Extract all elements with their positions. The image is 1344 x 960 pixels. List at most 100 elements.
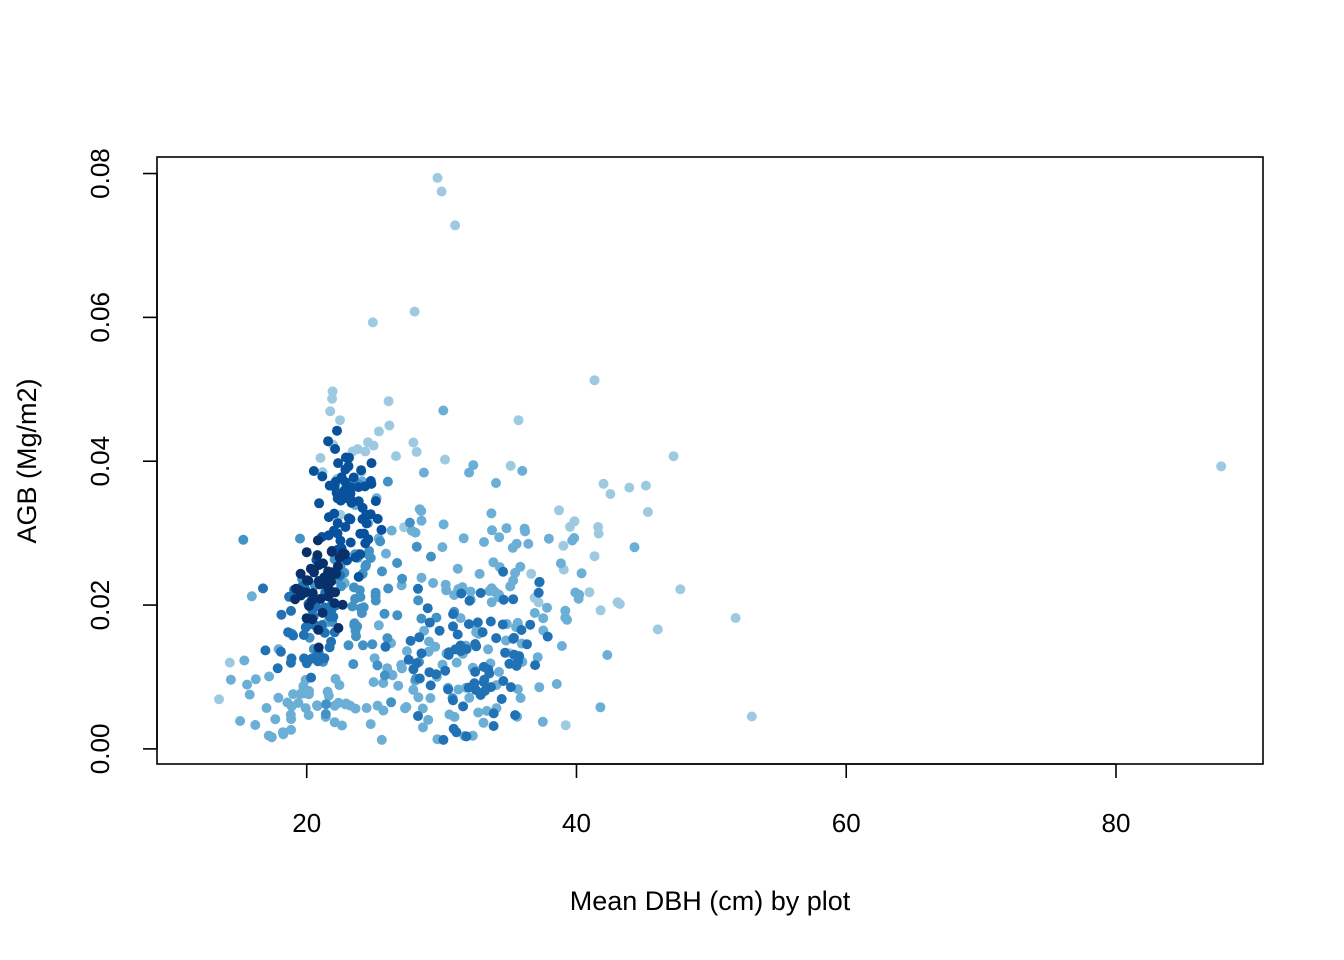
x-tick-label: 40 xyxy=(562,808,591,838)
data-point xyxy=(334,680,345,691)
data-point xyxy=(605,489,616,499)
data-point xyxy=(595,702,606,713)
data-point xyxy=(515,561,526,572)
data-point xyxy=(270,714,281,725)
data-point xyxy=(668,451,679,462)
data-point xyxy=(286,724,296,735)
data-point xyxy=(345,537,356,548)
data-point xyxy=(436,186,447,197)
data-point xyxy=(1216,461,1227,472)
data-point xyxy=(307,588,318,599)
data-point xyxy=(570,587,581,598)
data-point xyxy=(273,692,284,703)
data-point xyxy=(370,496,381,507)
data-point xyxy=(560,605,571,616)
data-point xyxy=(372,700,383,711)
data-point xyxy=(461,731,472,742)
data-point xyxy=(523,538,534,549)
data-point xyxy=(320,709,331,719)
data-point xyxy=(275,646,286,657)
data-point xyxy=(321,699,332,710)
data-point xyxy=(477,627,488,638)
data-point xyxy=(598,478,609,489)
x-tick-label: 20 xyxy=(292,808,321,838)
data-point xyxy=(306,672,317,683)
data-point xyxy=(263,730,274,741)
data-point xyxy=(312,550,323,561)
data-point xyxy=(463,619,474,630)
data-point xyxy=(413,583,423,594)
data-point xyxy=(370,587,381,598)
y-tick-label: 0.08 xyxy=(85,148,115,199)
data-point xyxy=(323,512,334,523)
data-point xyxy=(455,640,466,651)
data-point xyxy=(453,684,464,695)
data-point xyxy=(428,578,439,588)
data-point xyxy=(486,597,497,608)
data-point xyxy=(505,460,516,471)
data-point xyxy=(498,676,509,686)
data-point xyxy=(337,599,348,610)
data-point xyxy=(326,636,337,647)
data-point xyxy=(746,711,757,722)
data-point xyxy=(346,495,357,506)
data-point xyxy=(464,467,475,478)
data-point xyxy=(353,571,364,582)
data-point xyxy=(326,576,336,587)
data-point xyxy=(328,611,339,622)
data-point xyxy=(387,670,398,681)
data-point xyxy=(413,595,424,606)
data-point xyxy=(365,719,376,730)
data-point xyxy=(520,526,531,537)
data-point xyxy=(325,588,335,599)
data-point xyxy=(332,518,343,529)
data-point xyxy=(301,658,312,669)
data-point xyxy=(260,645,271,656)
data-point xyxy=(358,640,368,651)
data-point xyxy=(614,599,625,609)
data-point xyxy=(478,717,489,728)
data-point xyxy=(470,666,481,677)
data-point xyxy=(474,568,485,579)
data-point xyxy=(438,405,449,416)
data-point xyxy=(487,525,497,536)
data-point xyxy=(343,461,354,472)
data-point xyxy=(534,682,545,693)
data-point xyxy=(640,480,651,491)
data-point xyxy=(451,657,462,668)
data-point xyxy=(384,420,395,431)
data-point xyxy=(300,622,311,633)
x-tick-label: 80 xyxy=(1102,808,1131,838)
data-point xyxy=(556,641,567,651)
x-tick-label: 60 xyxy=(832,808,861,838)
data-point xyxy=(340,549,350,560)
data-point xyxy=(350,552,361,563)
data-point xyxy=(370,595,381,606)
data-point xyxy=(411,541,422,552)
data-point xyxy=(508,633,519,644)
data-point xyxy=(393,680,404,691)
data-point xyxy=(323,690,334,701)
data-point xyxy=(298,630,309,640)
data-point xyxy=(392,610,403,621)
data-point xyxy=(426,551,436,562)
data-point xyxy=(473,707,484,718)
data-point xyxy=(730,613,741,623)
data-point xyxy=(250,674,261,685)
data-point xyxy=(285,709,296,720)
data-point xyxy=(295,568,306,579)
data-point xyxy=(313,642,324,653)
data-point xyxy=(484,668,495,679)
data-point xyxy=(416,515,427,526)
data-point xyxy=(379,608,390,619)
y-axis: 0.00 0.02 0.04 0.06 0.08 xyxy=(85,148,158,774)
data-point xyxy=(360,446,371,457)
data-point xyxy=(294,585,305,596)
data-point xyxy=(584,587,595,598)
data-point xyxy=(343,640,354,651)
data-point xyxy=(508,594,519,605)
data-point xyxy=(526,568,537,579)
data-point xyxy=(239,655,250,666)
data-point xyxy=(312,701,323,711)
data-point xyxy=(301,575,312,586)
